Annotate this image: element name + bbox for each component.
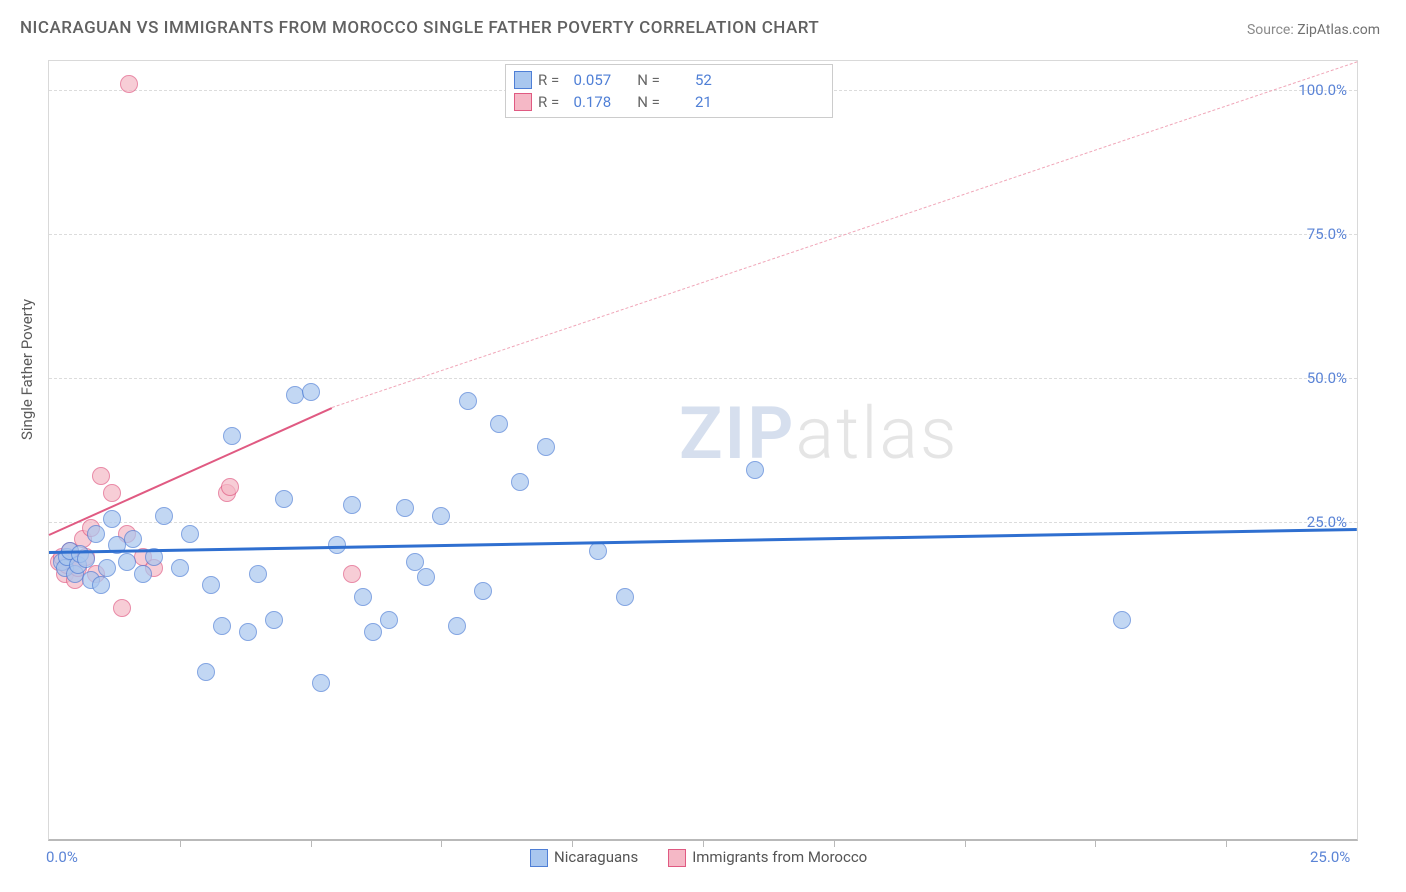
x-axis-end-label: 25.0%: [1310, 848, 1350, 866]
scatter-point: [364, 623, 382, 641]
legend-row: R = 0.178 N = 21: [514, 91, 824, 113]
trend-line: [49, 407, 332, 536]
legend-swatch: [668, 849, 686, 867]
scatter-point: [98, 559, 116, 577]
scatter-point: [589, 542, 607, 560]
legend-n-label: N =: [637, 71, 660, 89]
watermark-part1: ZIP: [679, 391, 795, 476]
scatter-point: [474, 582, 492, 600]
legend-bottom-item: Nicaraguans: [530, 848, 638, 867]
scatter-point: [202, 576, 220, 594]
legend-swatch: [514, 93, 532, 111]
y-tick-label: 100.0%: [1298, 81, 1347, 99]
legend-bottom: Nicaraguans Immigrants from Morocco: [530, 848, 867, 867]
scatter-point: [223, 427, 241, 445]
scatter-point: [134, 565, 152, 583]
legend-swatch: [530, 849, 548, 867]
scatter-point: [113, 599, 131, 617]
scatter-point: [343, 565, 361, 583]
scatter-point: [275, 490, 293, 508]
trend-line: [49, 528, 1357, 554]
legend-series-name: Immigrants from Morocco: [692, 848, 867, 866]
x-tick: [180, 839, 181, 847]
scatter-point: [92, 576, 110, 594]
chart-title: NICARAGUAN VS IMMIGRANTS FROM MOROCCO SI…: [20, 18, 819, 38]
x-tick: [1095, 839, 1096, 847]
scatter-point: [432, 507, 450, 525]
scatter-point: [155, 507, 173, 525]
scatter-plot-area: ZIPatlas 25.0%50.0%75.0%100.0%R = 0.057N…: [48, 60, 1358, 841]
y-tick-label: 75.0%: [1307, 225, 1347, 243]
scatter-point: [249, 565, 267, 583]
legend-row: R = 0.057 N = 52: [514, 69, 824, 91]
scatter-point: [511, 473, 529, 491]
legend-r-value: 0.178: [565, 93, 611, 111]
legend-n-label: N =: [637, 93, 660, 111]
scatter-point: [92, 467, 110, 485]
x-tick: [572, 839, 573, 847]
x-tick: [965, 839, 966, 847]
scatter-point: [265, 611, 283, 629]
gridline: [49, 234, 1357, 235]
scatter-point: [380, 611, 398, 629]
scatter-point: [490, 415, 508, 433]
scatter-point: [312, 674, 330, 692]
scatter-point: [616, 588, 634, 606]
scatter-point: [120, 75, 138, 93]
scatter-point: [181, 525, 199, 543]
scatter-point: [1113, 611, 1131, 629]
scatter-point: [746, 461, 764, 479]
y-axis-label: Single Father Poverty: [18, 299, 36, 440]
scatter-point: [87, 525, 105, 543]
scatter-point: [239, 623, 257, 641]
scatter-point: [118, 553, 136, 571]
scatter-point: [103, 484, 121, 502]
legend-r-label: R =: [538, 93, 559, 111]
legend-swatch: [514, 71, 532, 89]
watermark-part2: atlas: [795, 391, 958, 476]
scatter-point: [396, 499, 414, 517]
legend-bottom-item: Immigrants from Morocco: [668, 848, 867, 867]
source-attribution: Source: ZipAtlas.com: [1247, 22, 1380, 38]
legend-series-name: Nicaraguans: [554, 848, 638, 866]
scatter-point: [171, 559, 189, 577]
scatter-point: [124, 530, 142, 548]
source-label: Source:: [1247, 22, 1297, 38]
gridline: [49, 378, 1357, 379]
x-tick: [311, 839, 312, 847]
scatter-point: [197, 663, 215, 681]
x-tick: [703, 839, 704, 847]
source-value: ZipAtlas.com: [1297, 22, 1380, 38]
legend-n-value: 21: [666, 93, 712, 111]
legend-n-value: 52: [666, 71, 712, 89]
legend-top: R = 0.057 N = 52 R = 0.178 N = 21: [505, 64, 833, 118]
x-axis-origin-label: 0.0%: [46, 848, 78, 866]
scatter-point: [103, 510, 121, 528]
scatter-point: [459, 392, 477, 410]
y-tick-label: 50.0%: [1307, 369, 1347, 387]
x-tick: [441, 839, 442, 847]
scatter-point: [448, 617, 466, 635]
scatter-point: [343, 496, 361, 514]
scatter-point: [302, 383, 320, 401]
scatter-point: [537, 438, 555, 456]
x-tick: [834, 839, 835, 847]
gridline: [49, 522, 1357, 523]
scatter-point: [417, 568, 435, 586]
scatter-point: [213, 617, 231, 635]
scatter-point: [354, 588, 372, 606]
watermark: ZIPatlas: [679, 391, 959, 476]
scatter-point: [221, 478, 239, 496]
x-tick: [1226, 839, 1227, 847]
legend-r-label: R =: [538, 71, 559, 89]
legend-r-value: 0.057: [565, 71, 611, 89]
